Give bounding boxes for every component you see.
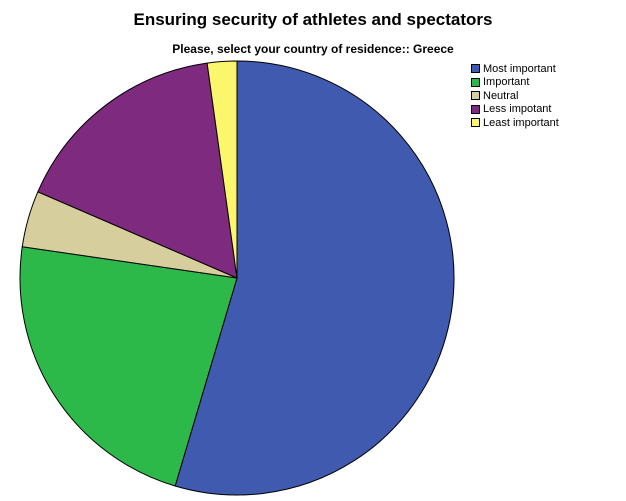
legend-item: Important bbox=[471, 76, 559, 90]
legend-item: Least important bbox=[471, 116, 559, 130]
pie-slice-less-impotant bbox=[37, 62, 238, 279]
legend-label: Most important bbox=[483, 62, 556, 75]
chart-title: Ensuring security of athletes and specta… bbox=[133, 10, 493, 29]
chart-subtitle: Please, select your country of residence… bbox=[172, 42, 454, 56]
legend-swatch bbox=[471, 104, 480, 114]
legend-swatch bbox=[471, 77, 480, 87]
pie-slice-most-important bbox=[174, 60, 455, 496]
chart-legend: Most important Important Neutral Less impot… bbox=[471, 62, 559, 130]
pie-slice-least-important bbox=[206, 60, 238, 279]
legend-label: Neutral bbox=[483, 89, 519, 102]
legend-label: Less impotant bbox=[483, 103, 552, 116]
legend-label: Important bbox=[483, 76, 530, 89]
legend-swatch bbox=[471, 91, 480, 101]
legend-item: Neutral bbox=[471, 89, 559, 103]
legend-item: Most important bbox=[471, 62, 559, 76]
legend-label: Least important bbox=[483, 116, 559, 129]
legend-swatch bbox=[471, 118, 480, 128]
legend-item: Less impotant bbox=[471, 103, 559, 117]
legend-swatch bbox=[471, 64, 480, 74]
pie-slice-important bbox=[19, 246, 238, 487]
